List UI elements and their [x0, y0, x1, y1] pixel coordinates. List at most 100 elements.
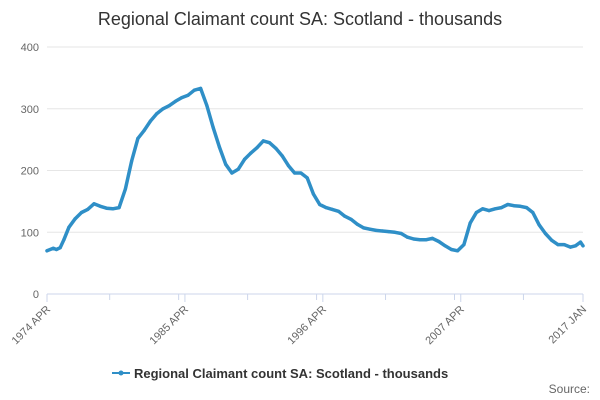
data-point — [192, 88, 196, 92]
data-point — [180, 96, 184, 100]
data-point — [205, 104, 209, 108]
x-axis: 1974 APR 1985 APR 1996 APR 2007 APR 2017 JAN — [10, 293, 589, 348]
x-tick-label: 2007 APR — [423, 304, 467, 348]
data-point — [311, 192, 315, 196]
series-line — [45, 86, 585, 253]
data-point — [368, 227, 372, 231]
data-point — [123, 187, 127, 191]
data-point — [556, 243, 560, 247]
data-point — [199, 86, 203, 90]
data-point — [130, 159, 134, 163]
data-point — [349, 217, 353, 221]
data-point — [474, 210, 478, 215]
data-point — [111, 207, 115, 211]
y-tick-label: 0 — [33, 289, 39, 301]
data-point — [437, 239, 441, 244]
data-point — [73, 217, 77, 221]
series-group[interactable] — [45, 86, 585, 253]
x-tick-label: 2017 JAN — [546, 304, 589, 347]
data-point — [211, 125, 215, 129]
data-point — [299, 171, 303, 175]
legend-dot-marker — [118, 370, 124, 376]
data-point — [405, 235, 410, 239]
data-point — [487, 209, 491, 213]
data-point — [236, 167, 240, 171]
data-point — [430, 236, 435, 240]
data-point — [399, 231, 403, 236]
x-tick-label: 1985 APR — [148, 304, 192, 348]
data-point — [499, 206, 504, 210]
legend[interactable]: Regional Claimant count SA: Scotland - t… — [112, 366, 448, 381]
y-tick-label: 300 — [21, 104, 39, 116]
y-axis-labels: 0 100 200 300 400 — [21, 42, 39, 301]
data-point — [443, 244, 447, 248]
data-point — [343, 214, 347, 218]
data-point — [531, 210, 535, 215]
data-point — [280, 154, 284, 158]
gridlines — [47, 46, 583, 233]
data-point — [550, 238, 554, 242]
data-point — [242, 157, 247, 161]
data-point — [92, 202, 96, 206]
data-point — [274, 146, 278, 150]
data-point — [543, 231, 548, 236]
data-point — [380, 229, 384, 233]
credits-text[interactable]: Source: — [549, 382, 590, 396]
data-point — [336, 209, 341, 213]
data-point — [51, 246, 55, 250]
data-point — [45, 249, 49, 253]
data-point — [330, 207, 334, 211]
data-point — [58, 246, 62, 250]
data-point — [562, 243, 566, 247]
y-tick-label: 200 — [21, 166, 39, 178]
data-point — [412, 237, 416, 241]
data-point — [374, 228, 378, 232]
data-point — [98, 204, 102, 208]
data-point — [217, 145, 221, 149]
data-point — [224, 162, 228, 166]
data-point — [481, 207, 485, 211]
data-point — [136, 136, 140, 140]
data-point — [305, 176, 309, 180]
data-point — [578, 240, 583, 244]
data-point — [506, 202, 510, 207]
data-point — [293, 171, 297, 175]
data-point — [105, 206, 109, 210]
data-point — [355, 222, 359, 226]
data-point — [286, 164, 290, 168]
x-tick-label: 1996 APR — [285, 304, 329, 348]
legend-label: Regional Claimant count SA: Scotland - t… — [134, 366, 448, 381]
data-point — [142, 128, 146, 132]
data-point — [418, 238, 422, 242]
data-point — [362, 226, 366, 230]
data-point — [161, 107, 165, 111]
data-point — [537, 223, 541, 227]
data-point — [261, 139, 265, 143]
data-point — [581, 244, 585, 248]
data-point — [267, 141, 272, 145]
data-point — [387, 230, 391, 234]
data-point — [167, 104, 171, 108]
data-point — [512, 204, 516, 208]
data-point — [67, 225, 71, 229]
data-point — [462, 243, 466, 247]
data-point — [518, 204, 522, 208]
chart-title: Regional Claimant count SA: Scotland - t… — [98, 9, 502, 29]
x-tick-label: 1974 APR — [10, 304, 54, 348]
data-point — [86, 207, 90, 211]
y-tick-label: 100 — [21, 227, 39, 239]
data-point — [424, 238, 428, 242]
data-point — [117, 206, 121, 210]
data-point — [79, 210, 84, 215]
data-point — [255, 146, 259, 150]
data-point — [525, 206, 529, 210]
data-point — [155, 112, 159, 116]
y-tick-label: 400 — [21, 42, 39, 54]
data-point — [173, 99, 178, 103]
data-point — [148, 119, 152, 123]
data-point — [568, 245, 573, 249]
data-point — [468, 221, 472, 225]
data-point — [324, 206, 328, 210]
